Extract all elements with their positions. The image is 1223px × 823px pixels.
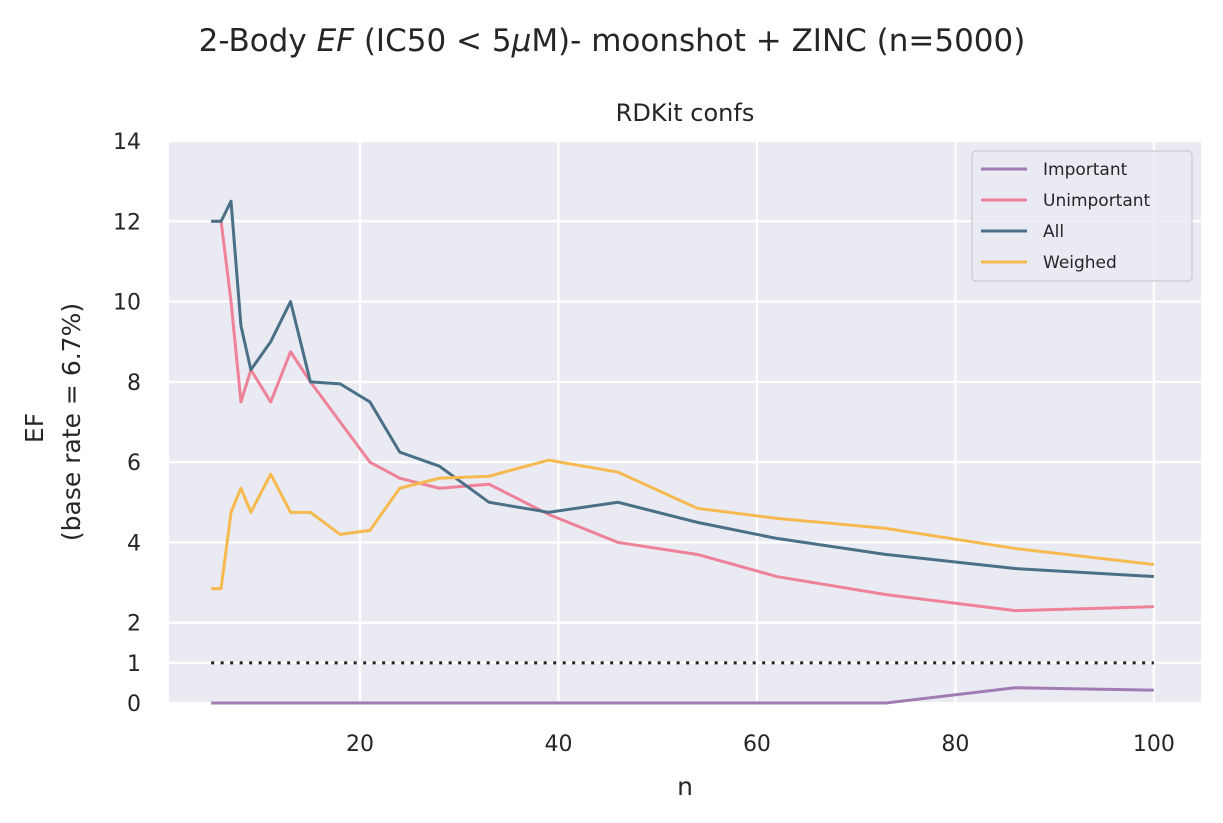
x-tick-label: 100 [1133,732,1175,757]
y-tick-label: 4 [127,531,141,556]
suptitle-middle: (IC50 < 5 [354,23,512,59]
series-line-weighed [211,458,1155,591]
legend-label-weighed: Weighed [1043,253,1117,273]
x-tick-label: 40 [544,732,572,757]
x-tick-label: 60 [743,732,771,757]
series-line-important [211,686,1154,705]
chart-suptitle: 2-Body EF (IC50 < 5μM)- moonshot + ZINC … [199,23,1026,59]
suptitle-italic: EF [317,23,356,59]
y-tick-label: 6 [127,451,141,476]
suptitle-prefix: 2-Body [199,23,317,59]
legend-label-important: Important [1043,160,1128,180]
legend-label-all: All [1043,222,1064,242]
legend-label-unimportant: Unimportant [1043,191,1151,211]
series-group [211,199,1155,705]
y-tick-label: 8 [127,371,141,396]
x-tick-labels: 20 40 60 80 100 [346,732,1175,757]
grid [169,139,1201,705]
chart-title: RDKit confs [616,99,755,127]
legend-box [971,150,1193,282]
legend: Important Unimportant All Weighed [971,150,1193,282]
x-axis-label: n [677,772,693,801]
y-tick-label: 1 [127,652,141,677]
x-tick-label: 20 [346,732,374,757]
y-axis-label-line1: EF [20,413,49,443]
suptitle-suffix: M)- moonshot + ZINC (n=5000) [531,23,1025,59]
suptitle-mu: μ [511,23,532,59]
y-tick-label: 0 [127,692,141,717]
y-tick-label: 14 [113,130,141,155]
series-line-all [211,199,1154,579]
y-axis-label-line2: (base rate = 6.7%) [57,303,86,541]
series-line-unimportant [211,219,1154,613]
y-tick-label: 10 [113,291,141,316]
x-tick-label: 80 [941,732,969,757]
y-tick-label: 12 [113,210,141,235]
y-tick-label: 2 [127,612,141,637]
